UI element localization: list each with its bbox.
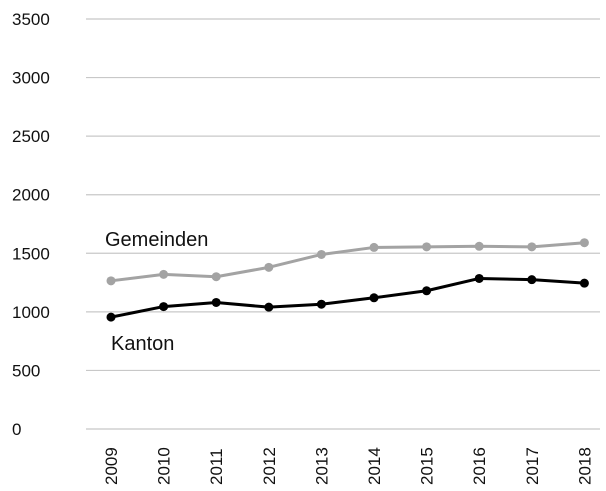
- y-tick-label: 2000: [12, 186, 50, 205]
- series-lines: [110, 241, 585, 319]
- data-point-gemeinden: [474, 241, 484, 251]
- data-point-kanton: [527, 275, 537, 285]
- data-point-kanton: [316, 299, 326, 309]
- x-tick-label: 2018: [575, 447, 594, 485]
- data-point-kanton: [369, 293, 379, 303]
- data-point-kanton: [579, 278, 589, 288]
- x-tick-label: 2014: [365, 447, 384, 485]
- y-axis-tick-labels: 0 500 1000 1500 2000 2500 3000 3500: [12, 10, 50, 439]
- data-point-kanton: [106, 312, 116, 322]
- x-tick-label: 2013: [312, 447, 331, 485]
- data-point-kanton: [264, 302, 274, 312]
- y-tick-label: 2500: [12, 127, 50, 146]
- data-point-gemeinden: [527, 242, 537, 252]
- series-labels: Gemeinden Kanton: [105, 229, 208, 355]
- data-point-gemeinden: [264, 262, 274, 272]
- data-point-gemeinden: [106, 276, 116, 286]
- series-line-gemeinden: [110, 241, 585, 283]
- y-tick-label: 0: [12, 420, 21, 439]
- data-point-gemeinden: [159, 269, 169, 279]
- y-tick-label: 3500: [12, 10, 50, 29]
- series-label-gemeinden: Gemeinden: [105, 229, 208, 251]
- series-points: [106, 238, 589, 322]
- data-point-gemeinden: [316, 249, 326, 259]
- data-point-kanton: [211, 297, 221, 307]
- y-tick-label: 3000: [12, 69, 50, 88]
- series-label-kanton: Kanton: [111, 333, 174, 355]
- x-tick-label: 2010: [155, 447, 174, 485]
- x-tick-label: 2012: [260, 447, 279, 485]
- data-point-gemeinden: [579, 238, 589, 248]
- data-point-kanton: [422, 286, 432, 296]
- data-point-kanton: [474, 273, 484, 283]
- y-tick-label: 500: [12, 361, 40, 380]
- data-point-kanton: [159, 302, 169, 312]
- series-line-kanton: [110, 276, 585, 319]
- x-axis-tick-labels: 2009 2010 2011 2012 2013 2014 2015 2016 2017 2018: [102, 447, 594, 485]
- x-tick-label: 2009: [102, 447, 121, 485]
- data-point-gemeinden: [422, 242, 432, 252]
- x-tick-label: 2015: [418, 447, 437, 485]
- y-tick-label: 1000: [12, 303, 50, 322]
- data-point-gemeinden: [369, 242, 379, 252]
- x-tick-label: 2016: [470, 447, 489, 485]
- y-tick-label: 1500: [12, 244, 50, 263]
- x-tick-label: 2017: [523, 447, 542, 485]
- x-tick-label: 2011: [207, 448, 226, 485]
- gridlines: [86, 18, 600, 430]
- data-point-gemeinden: [211, 272, 221, 282]
